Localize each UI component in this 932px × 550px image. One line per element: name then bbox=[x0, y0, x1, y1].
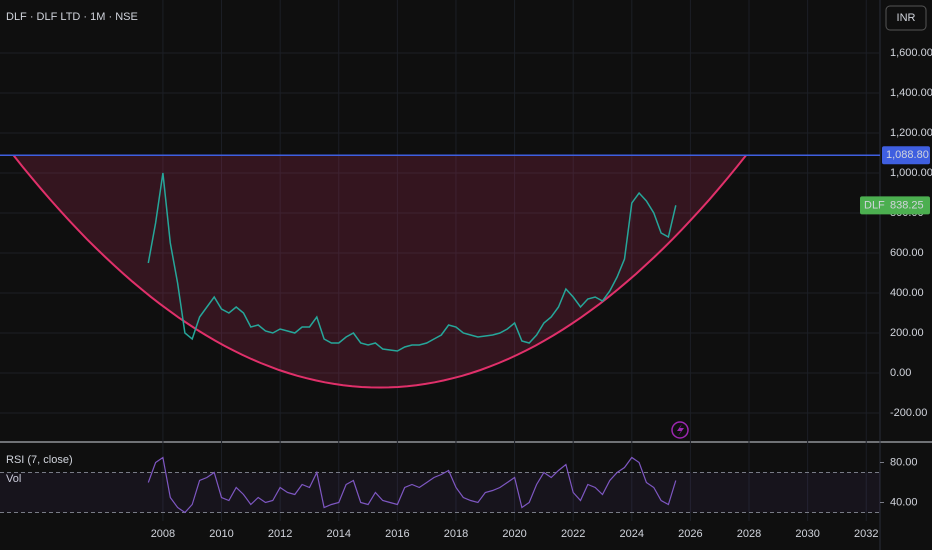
flash-bolt[interactable] bbox=[677, 424, 684, 436]
y-tick-label: 1,600.00 bbox=[890, 47, 932, 59]
y-tick-label: 1,400.00 bbox=[890, 87, 932, 99]
x-tick-label: 2012 bbox=[268, 528, 292, 540]
last-price: 838.25 bbox=[890, 199, 924, 211]
price-badge bbox=[860, 196, 930, 215]
x-tick-label: 2022 bbox=[561, 528, 585, 540]
y-tick-label: 200.00 bbox=[890, 327, 924, 339]
x-tick-label: 2008 bbox=[151, 528, 175, 540]
x-tick-label: 2026 bbox=[678, 528, 702, 540]
x-tick-label: 2010 bbox=[209, 528, 233, 540]
currency-box[interactable] bbox=[885, 5, 927, 31]
y-tick-label: 400.00 bbox=[890, 287, 924, 299]
volume-label: Vol bbox=[6, 473, 21, 485]
x-tick-label: 2020 bbox=[502, 528, 526, 540]
y-tick-label: 0.00 bbox=[890, 367, 911, 379]
x-tick-label: 2028 bbox=[737, 528, 761, 540]
y-tick-label: 1,000.00 bbox=[890, 167, 932, 179]
price-line bbox=[147, 172, 677, 352]
cup-curve bbox=[12, 154, 747, 389]
x-tick-label: 2024 bbox=[620, 528, 644, 540]
rsi-band bbox=[0, 472, 880, 513]
flash-icon[interactable] bbox=[671, 421, 689, 439]
x-tick-label: 2032 bbox=[854, 528, 878, 540]
x-tick-label: 2018 bbox=[444, 528, 468, 540]
chart-title: DLF · DLF LTD · 1M · NSE bbox=[6, 11, 138, 23]
resistance-label: 1,088.80 bbox=[886, 149, 929, 161]
rsi-line bbox=[147, 456, 677, 514]
x-tick-label: 2030 bbox=[795, 528, 819, 540]
series-name: DLF bbox=[864, 199, 885, 211]
resistance-badge bbox=[882, 146, 930, 165]
x-tick-label: 2016 bbox=[385, 528, 409, 540]
y-tick-label: 600.00 bbox=[890, 247, 924, 259]
y-tick-label: -200.00 bbox=[890, 407, 927, 419]
rsi-tick-label: 80.00 bbox=[890, 456, 918, 468]
flash-circle[interactable] bbox=[671, 421, 689, 439]
x-tick-label: 2014 bbox=[327, 528, 351, 540]
rsi-tick-label: 40.00 bbox=[890, 496, 918, 508]
rsi-title: RSI (7, close) bbox=[6, 454, 73, 466]
currency[interactable]: INR bbox=[897, 12, 916, 24]
y-tick-label: 1,200.00 bbox=[890, 127, 932, 139]
